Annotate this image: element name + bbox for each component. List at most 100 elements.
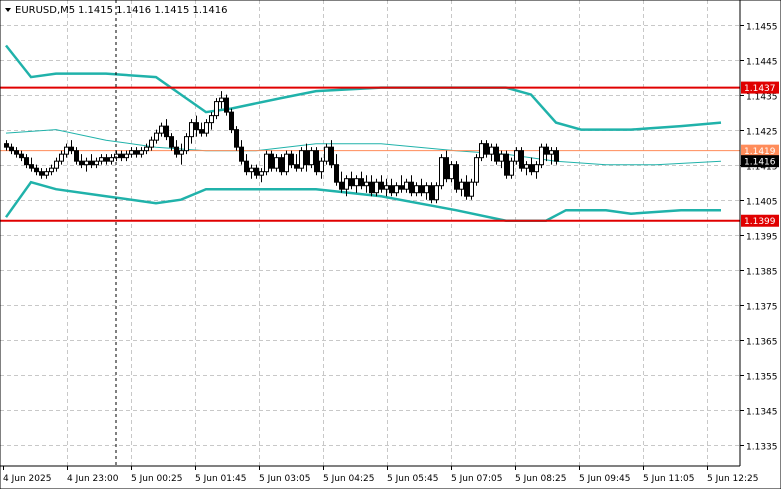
candle <box>404 178 409 193</box>
candle-body-bull <box>44 171 49 176</box>
candle-body-bull <box>149 139 154 148</box>
candle-body-bear <box>134 150 139 155</box>
candle <box>494 143 499 165</box>
candle-body-bull <box>439 157 444 187</box>
candle <box>159 122 164 137</box>
candle-body-bull <box>354 178 359 187</box>
candle-body-bear <box>234 129 239 148</box>
candle-body-bull <box>434 185 439 201</box>
candle-body-bear <box>199 129 204 134</box>
candles <box>4 91 559 204</box>
last-price-tag: 1.1416 <box>741 155 779 168</box>
candle <box>339 171 344 193</box>
candle <box>419 178 424 197</box>
time-tick-label: 5 Jun 01:45 <box>195 474 246 484</box>
candle-body-bull <box>514 150 519 162</box>
candle <box>54 157 59 172</box>
candle <box>14 147 19 158</box>
candle-body-bear <box>339 181 344 190</box>
candle-body-bear <box>294 164 299 169</box>
candle-body-bear <box>494 146 499 162</box>
candle-body-bear <box>304 150 309 166</box>
candle <box>184 133 189 155</box>
candle-body-bull <box>309 150 314 166</box>
candle <box>464 175 469 200</box>
candle <box>544 143 549 162</box>
candle-body-bear <box>369 181 374 194</box>
candle-body-bear <box>174 146 179 155</box>
time-axis[interactable]: 4 Jun 2025 4 Jun 23:00 5 Jun 00:25 5 Jun 01… <box>3 466 758 484</box>
candle-body-bear <box>69 146 74 152</box>
candle <box>309 147 314 169</box>
candle <box>149 136 154 151</box>
candle-body-bull <box>299 150 304 169</box>
price-axis[interactable]: 1.1455 1.1445 1.1435 1.1425 1.1415 1.1405 1.13… <box>740 23 778 453</box>
candle-body-bear <box>314 150 319 173</box>
price-tick-label: 1.1395 <box>746 233 778 243</box>
candle-body-bear <box>554 150 559 162</box>
candle-body-bull <box>284 153 289 173</box>
candle <box>49 164 54 176</box>
candle-body-bull <box>539 146 544 166</box>
candle <box>469 178 474 200</box>
candle-body-bull <box>54 160 59 169</box>
candle-body-bull <box>109 157 114 162</box>
candle <box>549 147 554 165</box>
time-tick-label: 4 Jun 23:00 <box>67 474 119 484</box>
candle <box>294 154 299 172</box>
candle-body-bull <box>489 146 494 155</box>
candle <box>474 154 479 186</box>
candle <box>479 140 484 162</box>
candle <box>189 119 194 144</box>
candle <box>164 119 169 141</box>
time-tick-label: 5 Jun 07:05 <box>451 474 502 484</box>
candle <box>234 126 239 151</box>
candle-body-bull <box>449 164 454 180</box>
candle <box>444 150 449 183</box>
candle-body-bull <box>154 132 159 141</box>
candle <box>4 140 9 151</box>
candle <box>84 157 89 172</box>
candle <box>269 150 274 172</box>
candle-body-bear <box>544 146 549 155</box>
candle-body-bear <box>429 185 434 201</box>
candle <box>179 143 184 165</box>
lower-band <box>4 180 721 222</box>
middle-band <box>5 129 722 166</box>
candle <box>244 154 249 176</box>
candle <box>39 168 44 179</box>
candle <box>174 140 179 158</box>
price-tick-label: 1.1375 <box>746 303 778 313</box>
candle <box>554 147 559 165</box>
candle <box>509 157 514 179</box>
candle-body-bear <box>119 153 124 159</box>
candle-body-bear <box>389 185 394 194</box>
candle <box>414 182 419 197</box>
candle <box>319 157 324 179</box>
candle-body-bear <box>24 157 29 166</box>
triangle-down-icon[interactable] <box>5 8 11 12</box>
horizontal-levels[interactable] <box>0 86 740 222</box>
candle <box>424 182 429 200</box>
candle-body-bear <box>254 167 259 176</box>
candle <box>524 161 529 176</box>
candle <box>34 164 39 176</box>
candle <box>489 143 494 162</box>
candle <box>274 154 279 172</box>
candle <box>499 150 504 169</box>
candle <box>379 175 384 193</box>
candle <box>454 161 459 193</box>
candle-body-bear <box>409 181 414 194</box>
support-price-tag: 1.1399 <box>741 214 779 227</box>
resistance-price-tag-label: 1.1437 <box>744 84 776 94</box>
candle-body-bull <box>59 153 64 162</box>
candle <box>284 150 289 176</box>
candle-body-bull <box>209 115 214 124</box>
candle <box>29 157 34 172</box>
candle <box>89 154 94 169</box>
candle-body-bear <box>349 178 354 187</box>
candle-body-bull <box>479 143 484 159</box>
candle-body-bear <box>519 150 524 169</box>
